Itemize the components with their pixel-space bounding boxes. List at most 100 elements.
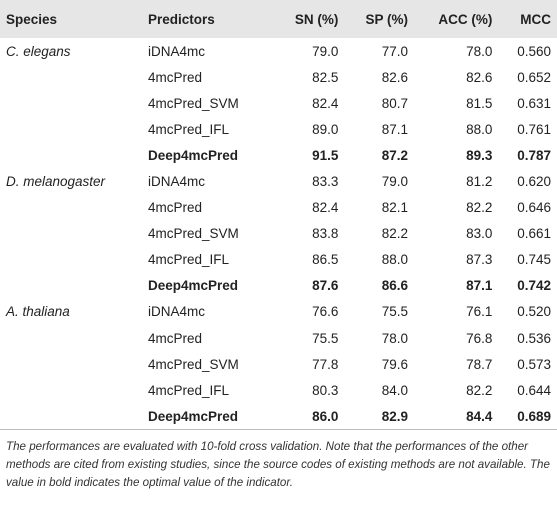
header-row: Species Predictors SN (%) SP (%) ACC (%) MCC bbox=[0, 0, 557, 38]
empty-cell bbox=[0, 116, 142, 142]
value-cell: 0.787 bbox=[517, 147, 551, 163]
value-cell: 87.2 bbox=[381, 147, 409, 163]
predictor-cell: 4mcPred_SVM bbox=[147, 356, 239, 372]
value-cell: 0.536 bbox=[517, 330, 551, 346]
empty-cell bbox=[0, 64, 142, 90]
value-cell: 91.5 bbox=[312, 147, 339, 163]
column-header: MCC bbox=[498, 0, 557, 38]
value-cell: 0.573 bbox=[517, 356, 551, 372]
table-row: Deep4mcPred 86.0 82.9 84.4 0.689 bbox=[0, 403, 557, 431]
value-cell: 78.0 bbox=[466, 43, 493, 59]
value-cell: 81.2 bbox=[466, 174, 493, 190]
predictor-cell: Deep4mcPred bbox=[147, 278, 239, 294]
table-row: 4mcPred_IFL 86.5 88.0 87.3 0.745 bbox=[0, 247, 557, 273]
species-cell: D. melanogaster bbox=[6, 174, 106, 190]
value-cell: 82.6 bbox=[466, 69, 493, 85]
predictor-cell: 4mcPred_SVM bbox=[147, 226, 239, 242]
value-cell: 82.4 bbox=[312, 200, 339, 216]
species-cell: A. thaliana bbox=[6, 304, 70, 320]
empty-cell bbox=[0, 195, 142, 221]
value-cell: 89.0 bbox=[312, 121, 339, 137]
value-cell: 0.560 bbox=[517, 43, 551, 59]
table-note: The performances are evaluated with 10-f… bbox=[6, 440, 550, 490]
value-cell: 79.0 bbox=[381, 174, 409, 190]
table-row: 4mcPred_SVM 83.8 82.2 83.0 0.661 bbox=[0, 221, 557, 247]
value-cell: 82.2 bbox=[381, 226, 409, 242]
predictor-cell: 4mcPred_IFL bbox=[147, 382, 230, 398]
value-cell: 87.6 bbox=[312, 278, 339, 294]
value-cell: 76.8 bbox=[466, 330, 493, 346]
table-row: 4mcPred_SVM 82.4 80.7 81.5 0.631 bbox=[0, 90, 557, 116]
value-cell: 76.1 bbox=[466, 304, 493, 320]
value-cell: 0.644 bbox=[517, 382, 551, 398]
species-cell: C. elegans bbox=[6, 43, 71, 59]
predictor-cell: Deep4mcPred bbox=[141, 403, 274, 431]
table-row: D. melanogaster iDNA4mc 83.3 79.0 81.2 0.620 bbox=[0, 168, 557, 194]
value-cell: 82.6 bbox=[381, 69, 409, 85]
value-cell: 0.646 bbox=[517, 200, 551, 216]
predictor-cell: 4mcPred bbox=[147, 69, 203, 85]
value-cell: 80.3 bbox=[312, 382, 339, 398]
value-cell: 82.9 bbox=[344, 403, 415, 431]
table-row: C. elegans iDNA4mc 79.0 77.0 78.0 0.560 bbox=[0, 38, 557, 64]
value-cell: 0.661 bbox=[517, 226, 551, 242]
column-header: Species bbox=[0, 0, 142, 38]
value-cell: 0.620 bbox=[517, 174, 551, 190]
value-cell: 81.5 bbox=[466, 95, 493, 111]
empty-cell bbox=[0, 377, 142, 403]
value-cell: 78.0 bbox=[381, 330, 409, 346]
value-cell: 0.742 bbox=[517, 278, 551, 294]
empty-cell bbox=[0, 325, 142, 351]
empty-cell bbox=[0, 247, 142, 273]
table-row: Deep4mcPred 91.5 87.2 89.3 0.787 bbox=[0, 142, 557, 168]
predictor-cell: iDNA4mc bbox=[147, 304, 205, 320]
value-cell: 82.5 bbox=[312, 69, 339, 85]
value-cell: 78.7 bbox=[466, 356, 493, 372]
value-cell: 87.1 bbox=[466, 278, 493, 294]
value-cell: 82.4 bbox=[312, 95, 339, 111]
value-cell: 82.2 bbox=[466, 200, 493, 216]
value-cell: 0.520 bbox=[517, 304, 551, 320]
predictor-cell: iDNA4mc bbox=[147, 174, 205, 190]
predictor-cell: 4mcPred_IFL bbox=[147, 121, 230, 137]
value-cell: 0.652 bbox=[517, 69, 551, 85]
column-header: ACC (%) bbox=[414, 0, 499, 38]
empty-cell bbox=[0, 142, 142, 168]
value-cell: 77.8 bbox=[312, 356, 339, 372]
predictor-cell: Deep4mcPred bbox=[147, 147, 239, 163]
value-cell: 82.2 bbox=[466, 382, 493, 398]
value-cell: 84.4 bbox=[414, 403, 499, 431]
value-cell: 87.1 bbox=[381, 121, 409, 137]
value-cell: 86.5 bbox=[312, 252, 339, 268]
value-cell: 0.761 bbox=[517, 121, 551, 137]
value-cell: 75.5 bbox=[312, 330, 339, 346]
value-cell: 76.6 bbox=[312, 304, 339, 320]
value-cell: 83.3 bbox=[312, 174, 339, 190]
table-row: 4mcPred 75.5 78.0 76.8 0.536 bbox=[0, 325, 557, 351]
empty-cell bbox=[0, 403, 142, 431]
predictor-cell: 4mcPred_IFL bbox=[147, 252, 230, 268]
value-cell: 88.0 bbox=[466, 121, 493, 137]
column-header: Predictors bbox=[141, 0, 274, 38]
predictor-cell: 4mcPred_SVM bbox=[147, 95, 239, 111]
value-cell: 87.3 bbox=[466, 252, 493, 268]
value-cell: 75.5 bbox=[381, 304, 409, 320]
table-header: Species Predictors SN (%) SP (%) ACC (%) MCC bbox=[0, 0, 557, 38]
value-cell: 89.3 bbox=[466, 147, 493, 163]
empty-cell bbox=[0, 90, 142, 116]
empty-cell bbox=[0, 351, 142, 377]
table-body: C. elegans iDNA4mc 79.0 77.0 78.0 0.560 4mcPre… bbox=[0, 38, 557, 431]
value-cell: 83.8 bbox=[312, 226, 339, 242]
value-cell: 0.689 bbox=[498, 403, 557, 431]
value-cell: 84.0 bbox=[381, 382, 409, 398]
empty-cell bbox=[0, 221, 142, 247]
column-header: SN (%) bbox=[273, 0, 345, 38]
column-header: SP (%) bbox=[344, 0, 415, 38]
value-cell: 80.7 bbox=[381, 95, 409, 111]
value-cell: 88.0 bbox=[381, 252, 409, 268]
predictor-cell: 4mcPred bbox=[147, 200, 203, 216]
table-row: 4mcPred 82.5 82.6 82.6 0.652 bbox=[0, 64, 557, 90]
value-cell: 83.0 bbox=[466, 226, 493, 242]
value-cell: 86.6 bbox=[381, 278, 409, 294]
